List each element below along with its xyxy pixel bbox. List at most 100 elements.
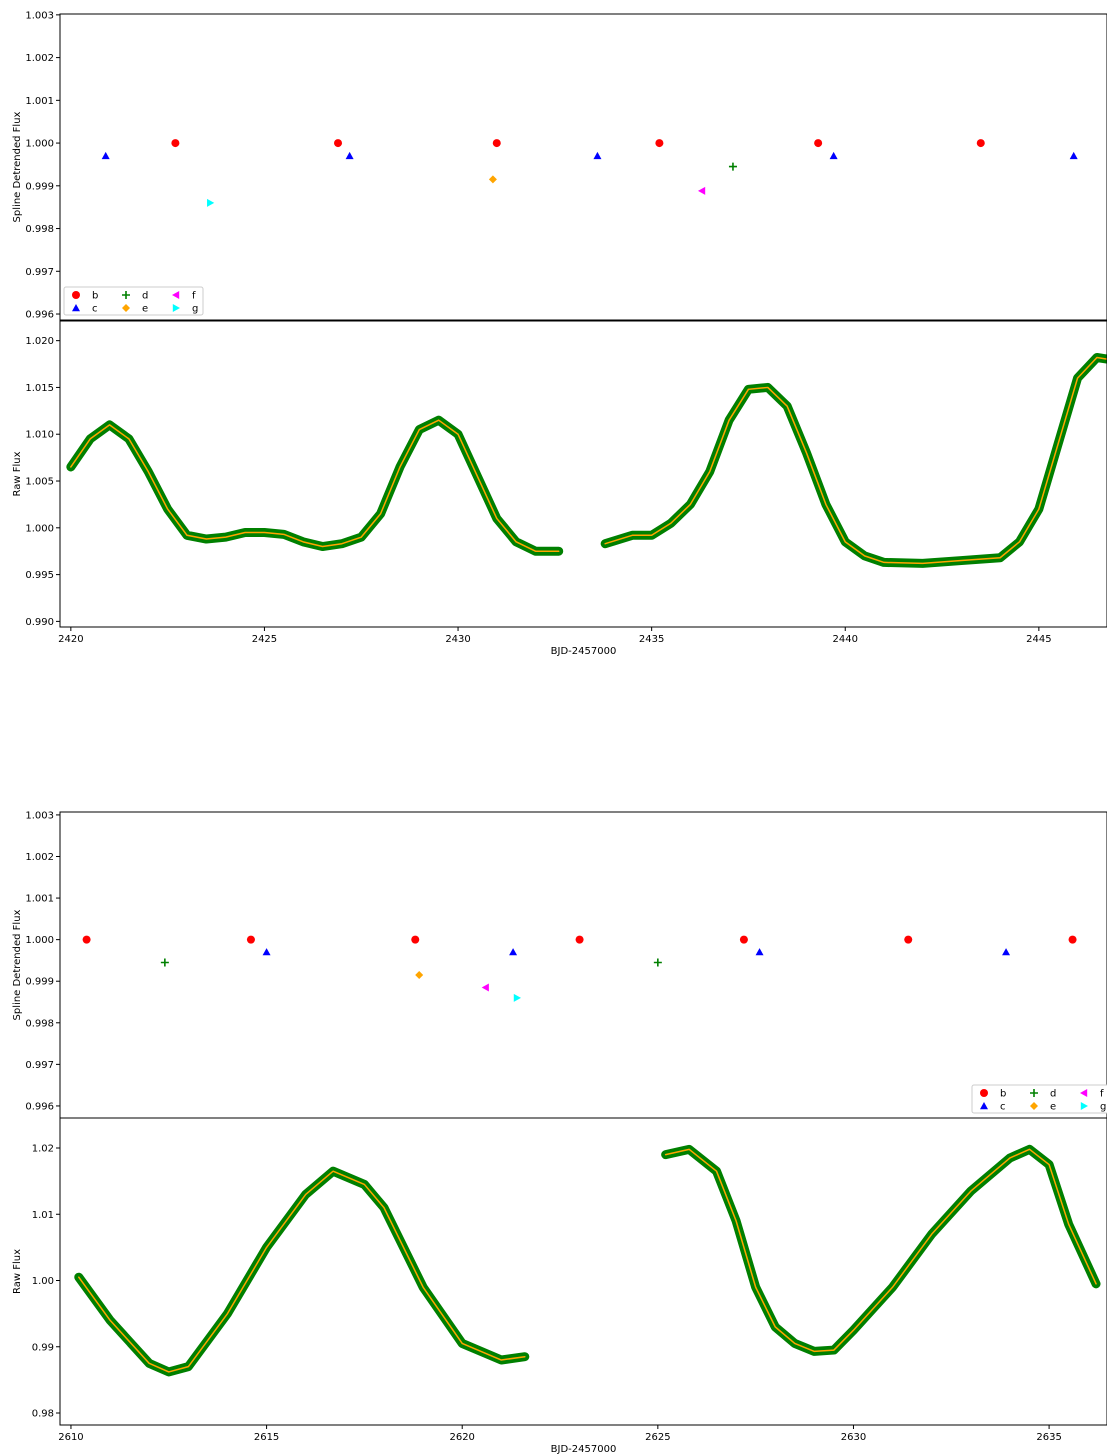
marker [345,151,354,160]
y-tick-label: 0.997 [25,1060,54,1071]
y-tick-label: 1.000 [25,139,54,150]
flux-band [66,352,1107,568]
y-tick-label: 0.996 [25,310,54,321]
marker [1002,948,1011,956]
legend-marker [1030,1089,1038,1097]
marker [1069,151,1078,160]
x-tick-label: 2635 [1036,1432,1061,1443]
y-tick-label: 0.996 [25,1101,54,1112]
y-tick-label: 1.000 [25,935,54,946]
y-axis-label: Raw Flux [12,1249,23,1294]
legend-marker [1030,1102,1038,1110]
axes-frame [59,320,1107,628]
marker [160,958,169,967]
marker [207,198,215,207]
x-tick-label: 2630 [841,1432,866,1443]
axes-frame [59,1117,1107,1426]
y-tick-label: 1.005 [25,477,54,488]
legend-label: b [92,291,98,302]
y-tick-label: 0.99 [32,1342,54,1353]
y-tick-label: 0.998 [25,1018,54,1029]
flux-band [74,1144,1101,1377]
marker [653,958,662,967]
y-tick-label: 0.999 [25,181,54,192]
y-tick-label: 1.002 [25,53,54,64]
marker [655,139,664,148]
marker [492,139,501,148]
legend-label: e [142,304,148,315]
legend-label: c [92,304,98,315]
legend-label: f [1100,1089,1104,1100]
legend-label: g [1100,1102,1106,1113]
plot-area [74,1144,1101,1377]
y-tick-label: 0.998 [25,224,54,235]
y-tick-label: 0.98 [32,1409,54,1420]
marker [488,175,497,184]
y-tick-label: 0.997 [25,267,54,278]
y-tick-label: 1.000 [25,523,54,534]
legend-marker [172,291,180,299]
x-tick-label: 2620 [449,1432,474,1443]
legend-label: c [1000,1102,1006,1113]
marker [904,935,913,944]
legend-label: b [1000,1089,1006,1100]
marker [509,948,518,956]
plot-area [101,139,1078,207]
y-tick-label: 1.001 [25,894,54,905]
marker [411,935,420,944]
x-tick-label: 2610 [58,1432,83,1443]
marker [697,186,706,195]
x-tick-label: 2440 [833,634,858,645]
x-tick-label: 2435 [639,634,664,645]
model-line [78,1148,1097,1373]
y-tick-label: 1.020 [25,336,54,347]
axes-frame [59,13,1107,321]
y-tick-label: 1.002 [25,852,54,863]
legend-marker [72,291,80,299]
legend-box [63,286,204,316]
y-tick-label: 0.995 [25,570,54,581]
marker [82,935,91,944]
legend-marker [1080,1089,1088,1097]
model-line [70,356,1107,565]
legend-marker [980,1102,988,1110]
marker [829,151,838,160]
y-tick-label: 1.003 [25,810,54,821]
legend-box [971,1084,1107,1114]
marker [415,970,424,979]
legend-marker [72,304,80,312]
x-tick-label: 2615 [254,1432,279,1443]
y-tick-label: 0.990 [25,617,54,628]
marker [101,151,110,160]
marker [755,948,764,956]
legend-marker [1080,1102,1088,1110]
y-tick-label: 1.010 [25,430,54,441]
y-axis-label: Raw Flux [12,451,23,496]
axes-frame [59,811,1107,1119]
x-tick-label: 2625 [645,1432,670,1443]
plot-area [82,935,1077,1002]
plot-area [66,352,1107,568]
y-tick-label: 1.02 [32,1144,54,1155]
x-axis-label: BJD-2457000 [551,646,617,657]
legend-label: g [192,304,198,315]
legend-marker [172,304,180,312]
legend-label: d [1050,1089,1056,1100]
marker [593,151,602,160]
legend-marker [122,304,130,312]
marker [481,983,489,992]
marker [513,993,521,1002]
y-tick-label: 1.015 [25,383,54,394]
marker [262,948,271,956]
marker [575,935,584,944]
marker [976,139,985,148]
y-tick-label: 1.01 [32,1210,54,1221]
marker [728,162,737,171]
marker [246,935,255,944]
legend-marker [980,1089,988,1097]
x-tick-label: 2445 [1026,634,1051,645]
y-axis-label: Spline Detrended Flux [12,111,23,222]
y-tick-label: 0.999 [25,977,54,988]
marker [739,935,748,944]
